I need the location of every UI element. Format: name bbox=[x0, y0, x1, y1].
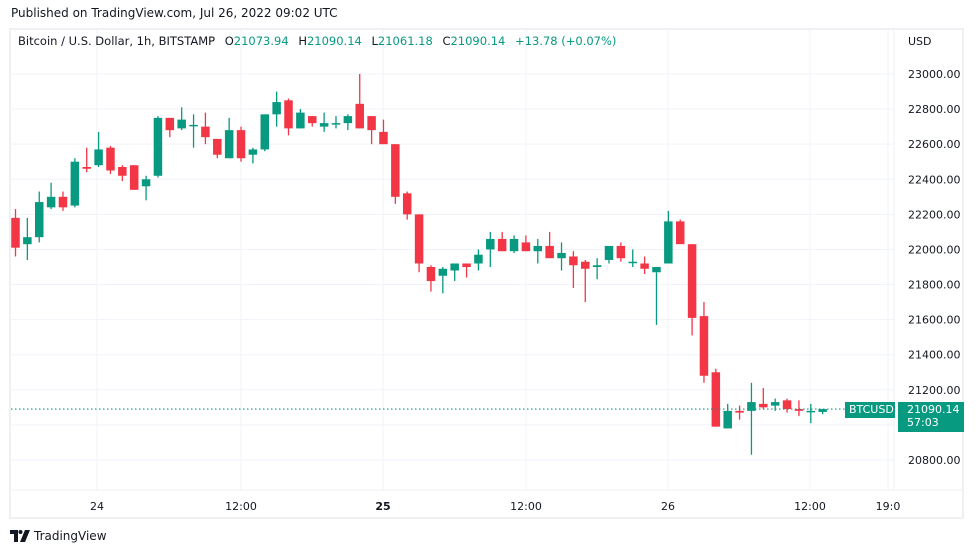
price-tick-label: 22200.00 bbox=[908, 208, 961, 221]
currency-label: USD bbox=[908, 35, 932, 48]
open-value: 21073.94 bbox=[233, 34, 289, 48]
price-tick-label: 21800.00 bbox=[908, 279, 961, 292]
close-value: 21090.14 bbox=[450, 34, 506, 48]
open-label: O bbox=[224, 34, 234, 48]
time-tick-label: 12:00 bbox=[225, 500, 257, 513]
price-tick-label: 22800.00 bbox=[908, 103, 961, 116]
bar-countdown: 57:03 bbox=[907, 416, 939, 429]
chart-frame[interactable] bbox=[9, 28, 964, 519]
published-caption: Published on TradingView.com, Jul 26, 20… bbox=[11, 6, 338, 20]
footer-brand[interactable]: TradingView bbox=[10, 529, 107, 543]
time-tick-label: 12:00 bbox=[510, 500, 542, 513]
last-price-tag: 21090.14 57:03 bbox=[898, 402, 964, 432]
time-tick-label: 26 bbox=[661, 500, 675, 513]
change-value: +13.78 (+0.07%) bbox=[515, 34, 617, 48]
time-tick-label: 12:00 bbox=[794, 500, 826, 513]
symbol-legend: Bitcoin / U.S. Dollar, 1h, BITSTAMP O210… bbox=[18, 34, 616, 48]
price-tick-label: 22000.00 bbox=[908, 243, 961, 256]
close-label: C bbox=[442, 34, 451, 48]
price-axis[interactable]: 23000.00 22800.00 22600.00 22400.00 22200.00… bbox=[908, 68, 961, 467]
brand-name: TradingView bbox=[34, 529, 107, 543]
price-tick-label: 20800.00 bbox=[908, 454, 961, 467]
price-tick-label: 22600.00 bbox=[908, 138, 961, 151]
low-label: L bbox=[371, 34, 378, 48]
price-tick-label: 23000.00 bbox=[908, 68, 961, 81]
grid-lines bbox=[11, 30, 894, 490]
high-value: 21090.14 bbox=[306, 34, 362, 48]
symbol-price-tag: BTCUSD bbox=[845, 402, 895, 418]
price-tick-label: 21400.00 bbox=[908, 349, 961, 362]
symbol-description: Bitcoin / U.S. Dollar, 1h, BITSTAMP bbox=[18, 34, 216, 48]
last-price-value: 21090.14 bbox=[907, 403, 960, 416]
time-axis[interactable]: 24 12:00 25 12:00 26 12:00 19:0 bbox=[90, 500, 900, 513]
candles bbox=[11, 74, 827, 455]
price-tick-label: 22400.00 bbox=[908, 173, 961, 186]
time-tick-label: 25 bbox=[375, 500, 390, 513]
low-value: 21061.18 bbox=[377, 34, 433, 48]
high-label: H bbox=[298, 34, 307, 48]
tradingview-logo-icon bbox=[10, 530, 30, 542]
price-tick-label: 21600.00 bbox=[908, 314, 961, 327]
time-tick-label: 24 bbox=[90, 500, 104, 513]
price-tick-label: 21200.00 bbox=[908, 384, 961, 397]
time-tick-label: 19:0 bbox=[876, 500, 901, 513]
